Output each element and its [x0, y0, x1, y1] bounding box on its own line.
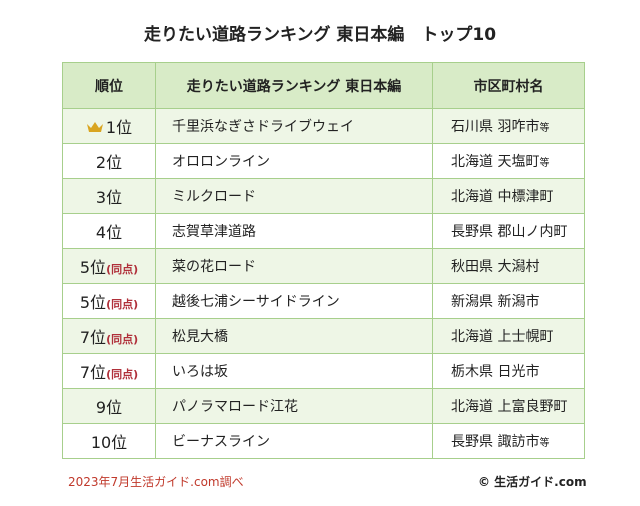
- rank: 1位: [105, 118, 133, 137]
- copyright: © 生活ガイド.com: [478, 475, 587, 489]
- rank-cell: 7位(同点): [62, 353, 156, 389]
- prefecture: 秋田県: [451, 259, 493, 275]
- prefecture: 北海道: [451, 329, 493, 345]
- road-name: ビーナスライン: [155, 423, 433, 459]
- city: 大潟村: [497, 259, 540, 275]
- location-cell: 秋田県 大潟村: [432, 248, 585, 284]
- rank: 3位: [95, 188, 123, 207]
- rank: 2位: [95, 153, 123, 172]
- tie-note: (同点): [106, 298, 139, 311]
- location-cell: 北海道 上士幌町: [432, 318, 585, 354]
- location-cell: 北海道 中標津町: [432, 178, 585, 214]
- row: 10位 ビーナスライン 長野県 諏訪市等: [62, 423, 585, 459]
- row: 5位(同点) 越後七浦シーサイドライン 新潟県 新潟市: [62, 283, 585, 319]
- rank: 4位: [95, 223, 123, 242]
- suffix: 等: [539, 158, 550, 169]
- row: 4位 志賀草津道路 長野県 郡山ノ内町: [62, 213, 585, 249]
- rank: 5位: [79, 258, 107, 277]
- prefecture: 北海道: [451, 189, 493, 205]
- rank: 9位: [95, 398, 123, 417]
- rank-cell: 1位: [62, 108, 156, 144]
- rank-cell: 4位: [62, 213, 156, 249]
- city: 日光市: [497, 364, 540, 380]
- city: 天塩町: [497, 154, 540, 170]
- crown-icon: [86, 122, 103, 132]
- prefecture: 長野県: [451, 224, 493, 240]
- location-cell: 北海道 天塩町等: [432, 143, 585, 179]
- rank-cell: 9位: [62, 388, 156, 424]
- city: 新潟市: [497, 294, 540, 310]
- rank-cell: 10位: [62, 423, 156, 459]
- rank-cell: 2位: [62, 143, 156, 179]
- suffix: 等: [539, 438, 550, 449]
- city: 上富良野町: [497, 399, 568, 415]
- ranking-table: 順位 走りたい道路ランキング 東日本編 市区町村名 1位 千里浜なぎさドライブウェ…: [62, 62, 585, 459]
- tie-note: (同点): [106, 263, 139, 276]
- rank: 5位: [79, 293, 107, 312]
- road-name: 千里浜なぎさドライブウェイ: [155, 108, 433, 144]
- header-cell: 順位: [62, 62, 156, 109]
- road-name: オロロンライン: [155, 143, 433, 179]
- prefecture: 栃木県: [451, 364, 493, 380]
- city: 羽咋市: [497, 119, 540, 135]
- city: 諏訪市: [497, 434, 540, 450]
- suffix: 等: [539, 123, 550, 134]
- source-note: 2023年7月生活ガイド.com調べ: [68, 475, 244, 489]
- tie-note: (同点): [106, 368, 139, 381]
- row: 3位 ミルクロード 北海道 中標津町: [62, 178, 585, 214]
- rank-cell: 7位(同点): [62, 318, 156, 354]
- location-cell: 長野県 諏訪市等: [432, 423, 585, 459]
- location-cell: 北海道 上富良野町: [432, 388, 585, 424]
- rank-cell: 3位: [62, 178, 156, 214]
- row: 7位(同点) 松見大橋 北海道 上士幌町: [62, 318, 585, 354]
- rank: 7位: [79, 363, 107, 382]
- road-name: 志賀草津道路: [155, 213, 433, 249]
- road-name: 越後七浦シーサイドライン: [155, 283, 433, 319]
- prefecture: 北海道: [451, 154, 493, 170]
- row: 1位 千里浜なぎさドライブウェイ 石川県 羽咋市等: [62, 108, 585, 144]
- row: 5位(同点) 菜の花ロード 秋田県 大潟村: [62, 248, 585, 284]
- title: 走りたい道路ランキング 東日本編 トップ10: [143, 25, 497, 45]
- header-cell: 市区町村名: [432, 62, 585, 109]
- row: 2位 オロロンライン 北海道 天塩町等: [62, 143, 585, 179]
- road-name: ミルクロード: [155, 178, 433, 214]
- prefecture: 石川県: [451, 119, 493, 135]
- header-row: 順位 走りたい道路ランキング 東日本編 市区町村名: [62, 62, 585, 109]
- tie-note: (同点): [106, 333, 139, 346]
- road-name: 菜の花ロード: [155, 248, 433, 284]
- location-cell: 長野県 郡山ノ内町: [432, 213, 585, 249]
- prefecture: 長野県: [451, 434, 493, 450]
- location-cell: 石川県 羽咋市等: [432, 108, 585, 144]
- row: 9位 パノラマロード江花 北海道 上富良野町: [62, 388, 585, 424]
- rank: 7位: [79, 328, 107, 347]
- city: 郡山ノ内町: [497, 224, 568, 240]
- road-name: いろは坂: [155, 353, 433, 389]
- prefecture: 北海道: [451, 399, 493, 415]
- prefecture: 新潟県: [451, 294, 493, 310]
- road-name: パノラマロード江花: [155, 388, 433, 424]
- rank-cell: 5位(同点): [62, 283, 156, 319]
- row: 7位(同点) いろは坂 栃木県 日光市: [62, 353, 585, 389]
- rank: 10位: [90, 433, 128, 452]
- city: 上士幌町: [497, 329, 554, 345]
- location-cell: 新潟県 新潟市: [432, 283, 585, 319]
- location-cell: 栃木県 日光市: [432, 353, 585, 389]
- road-name: 松見大橋: [155, 318, 433, 354]
- header-cell: 走りたい道路ランキング 東日本編: [155, 62, 433, 109]
- city: 中標津町: [497, 189, 554, 205]
- rank-cell: 5位(同点): [62, 248, 156, 284]
